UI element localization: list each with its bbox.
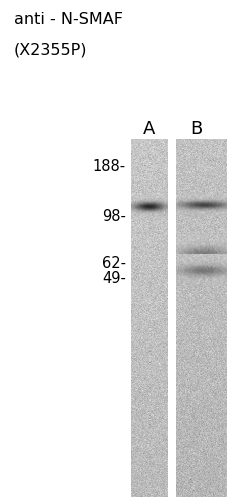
- Text: 49-: 49-: [102, 271, 126, 286]
- Text: B: B: [190, 120, 202, 138]
- Text: (X2355P): (X2355P): [14, 42, 87, 57]
- Text: A: A: [143, 120, 155, 138]
- Text: 62-: 62-: [102, 256, 126, 271]
- Text: anti - N-SMAF: anti - N-SMAF: [14, 12, 123, 27]
- Text: 98-: 98-: [102, 209, 126, 224]
- Text: 188-: 188-: [93, 159, 126, 174]
